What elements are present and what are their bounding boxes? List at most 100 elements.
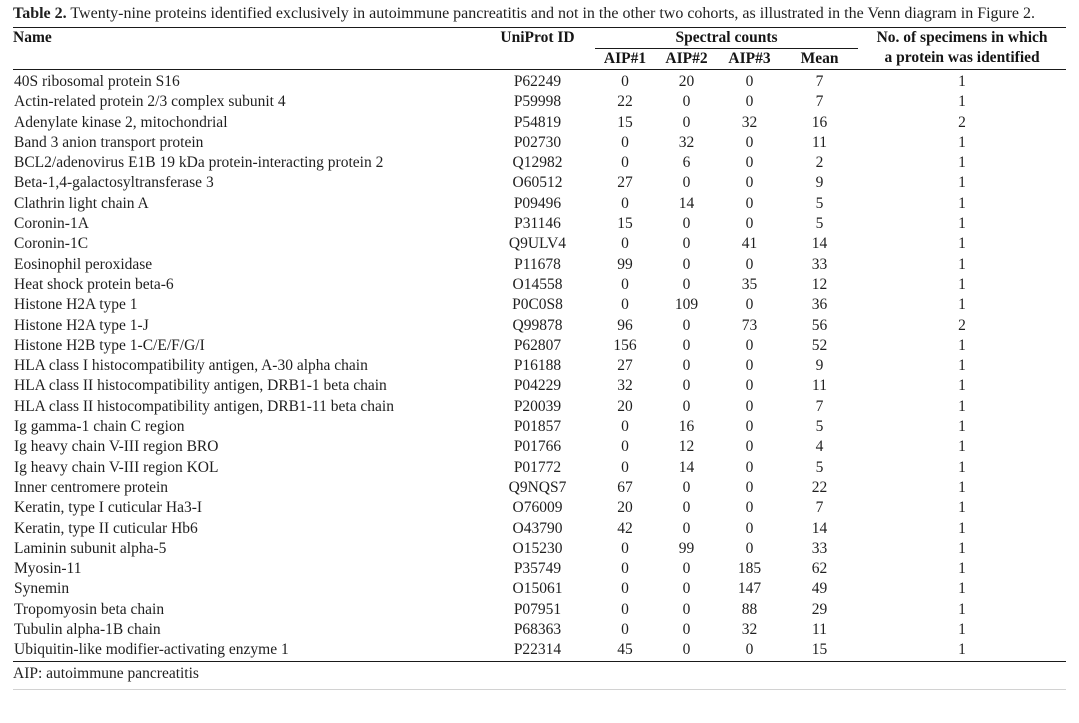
mean-count-cell: 12 <box>811 275 828 293</box>
aip2-count-cell: 0 <box>682 174 691 192</box>
specimens-count-cell: 1 <box>958 194 966 212</box>
protein-name-cell: 40S ribosomal protein S16 <box>14 73 180 90</box>
aip1-count-cell: 0 <box>621 73 629 90</box>
specimens-count-cell: 1 <box>958 357 966 375</box>
table-row: 40S ribosomal protein S16 P62249 0 20 0 … <box>13 70 1066 93</box>
aip3-count-cell: 88 <box>741 600 758 618</box>
protein-name-cell: Beta-1,4-galactosyltransferase 3 <box>14 174 214 192</box>
aip3-count-cell: 0 <box>745 499 754 517</box>
aip1-count-cell: 27 <box>617 357 633 375</box>
aip3-count-cell: 0 <box>745 641 754 659</box>
aip1-count-cell: 20 <box>617 499 633 517</box>
mean-count-cell: 15 <box>811 641 828 659</box>
aip1-count-cell: 0 <box>621 438 629 456</box>
protein-name-cell: HLA class II histocompatibility antigen,… <box>14 377 387 395</box>
table-body: 40S ribosomal protein S16 P62249 0 20 0 … <box>13 69 1067 662</box>
specimens-count-cell: 1 <box>958 235 966 253</box>
header-row-sub: AIP#1 AIP#2 AIP#3 Mean <box>13 49 1066 70</box>
aip3-count-cell: 73 <box>741 316 758 334</box>
aip1-count-cell: 0 <box>621 458 629 476</box>
aip1-count-cell: 0 <box>621 580 629 598</box>
aip2-count-cell: 0 <box>682 235 691 253</box>
protein-name-cell: Keratin, type I cuticular Ha3-I <box>14 499 203 517</box>
specimens-count-cell: 1 <box>958 336 966 354</box>
aip3-count-cell: 0 <box>745 255 754 273</box>
table-row: Histone H2B type 1-C/E/F/G/I P62807 156 … <box>13 336 1066 356</box>
protein-name-cell: Actin-related protein 2/3 complex subuni… <box>14 93 286 111</box>
specimens-count-cell: 1 <box>958 600 966 618</box>
aip3-count-cell: 0 <box>745 296 754 314</box>
table-row: Heat shock protein beta-6 O14558 0 0 35 … <box>13 275 1066 295</box>
uniprot-id-cell: Q99878 <box>512 316 563 334</box>
uniprot-id-cell: P62249 <box>513 73 562 90</box>
uniprot-id-cell: O15061 <box>512 580 563 598</box>
table-row: HLA class II histocompatibility antigen,… <box>13 376 1066 396</box>
aip1-count-cell: 99 <box>617 255 633 273</box>
specimens-count-cell: 1 <box>958 73 966 90</box>
mean-count-cell: 36 <box>811 296 828 314</box>
aip2-count-cell: 14 <box>678 458 695 476</box>
mean-count-cell: 5 <box>815 458 824 476</box>
specimens-count-cell: 1 <box>958 296 966 314</box>
aip2-count-cell: 0 <box>682 600 691 618</box>
specimens-count-cell: 1 <box>958 539 966 557</box>
aip1-count-cell: 0 <box>621 194 629 212</box>
column-header-aip1: AIP#1 <box>603 50 647 67</box>
aip3-count-cell: 0 <box>745 336 754 354</box>
mean-count-cell: 5 <box>815 194 824 212</box>
table-row: Ig gamma-1 chain C region P01857 0 16 0 … <box>13 417 1066 437</box>
protein-name-cell: Histone H2B type 1-C/E/F/G/I <box>14 336 205 354</box>
table-row: Ig heavy chain V-III region KOL P01772 0… <box>13 458 1066 478</box>
uniprot-id-cell: P09496 <box>513 194 562 212</box>
aip2-count-cell: 0 <box>682 499 691 517</box>
protein-name-cell: Band 3 anion transport protein <box>14 133 204 151</box>
aip1-count-cell: 42 <box>617 519 633 537</box>
aip1-count-cell: 0 <box>621 235 629 253</box>
aip1-count-cell: 32 <box>617 377 633 395</box>
protein-name-cell: Adenylate kinase 2, mitochondrial <box>14 113 228 131</box>
table-row: Tubulin alpha-1B chain P68363 0 0 32 11 … <box>13 620 1066 640</box>
protein-name-cell: Heat shock protein beta-6 <box>14 275 174 293</box>
aip3-count-cell: 0 <box>745 519 754 537</box>
table-row: Myosin-11 P35749 0 0 185 62 1 <box>13 559 1066 579</box>
aip2-count-cell: 0 <box>682 397 691 415</box>
specimens-count-cell: 1 <box>958 641 966 659</box>
aip2-count-cell: 0 <box>682 357 691 375</box>
table-row: Inner centromere protein Q9NQS7 67 0 0 2… <box>13 478 1066 498</box>
aip2-count-cell: 20 <box>678 73 695 90</box>
column-header-specimens-line2: a protein was identified <box>884 49 1040 66</box>
protein-name-cell: Keratin, type II cuticular Hb6 <box>14 519 198 537</box>
aip1-count-cell: 67 <box>617 478 633 496</box>
aip2-count-cell: 0 <box>682 641 691 659</box>
table-header: Name UniProt ID Spectral counts No. of s… <box>13 27 1066 70</box>
mean-count-cell: 56 <box>811 316 828 334</box>
uniprot-id-cell: P31146 <box>514 215 561 233</box>
aip3-count-cell: 0 <box>745 438 754 456</box>
aip2-count-cell: 6 <box>682 154 691 172</box>
protein-name-cell: Coronin-1C <box>14 235 89 253</box>
table-row: Coronin-1C Q9ULV4 0 0 41 14 1 <box>13 234 1066 254</box>
specimens-count-cell: 1 <box>958 519 966 537</box>
table-row: Keratin, type I cuticular Ha3-I O76009 2… <box>13 498 1066 518</box>
aip3-count-cell: 0 <box>745 357 754 375</box>
aip2-count-cell: 109 <box>674 296 699 314</box>
aip3-count-cell: 0 <box>745 458 754 476</box>
table-row: Band 3 anion transport protein P02730 0 … <box>13 133 1066 153</box>
aip3-count-cell: 185 <box>737 560 762 578</box>
mean-count-cell: 5 <box>815 418 824 436</box>
uniprot-id-cell: O76009 <box>512 499 563 517</box>
table-row: Ubiquitin-like modifier-activating enzym… <box>13 640 1066 661</box>
uniprot-id-cell: P02730 <box>513 133 562 151</box>
uniprot-id-cell: O43790 <box>512 519 563 537</box>
aip3-count-cell: 35 <box>741 275 758 293</box>
aip2-count-cell: 16 <box>678 418 695 436</box>
aip2-count-cell: 99 <box>678 539 695 557</box>
column-header-mean: Mean <box>800 50 839 67</box>
mean-count-cell: 29 <box>811 600 828 618</box>
aip2-count-cell: 14 <box>678 194 695 212</box>
aip2-count-cell: 0 <box>682 215 691 233</box>
table-row: Adenylate kinase 2, mitochondrial P54819… <box>13 113 1066 133</box>
protein-name-cell: Histone H2A type 1-J <box>14 316 149 334</box>
aip3-count-cell: 0 <box>745 418 754 436</box>
aip1-count-cell: 0 <box>621 418 629 436</box>
